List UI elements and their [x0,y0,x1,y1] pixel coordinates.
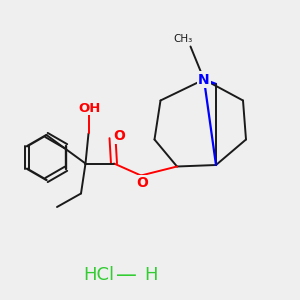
Text: N: N [198,73,210,86]
Text: CH₃: CH₃ [173,34,193,44]
Text: O: O [136,176,148,190]
Text: H: H [144,266,158,284]
Text: OH: OH [78,101,100,115]
Text: —: — [116,265,136,285]
Text: HCl: HCl [83,266,114,284]
Text: O: O [113,130,125,143]
